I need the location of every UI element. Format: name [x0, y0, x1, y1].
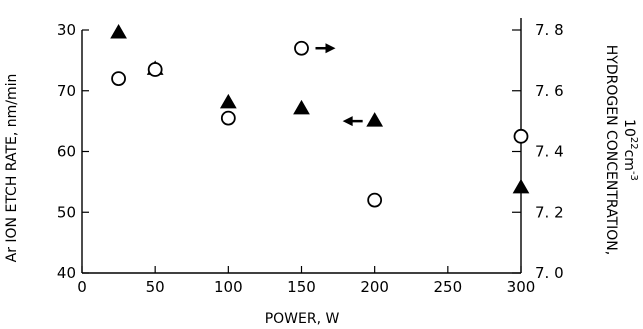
open-circle-point: [147, 62, 163, 77]
x-tick-label: 200: [360, 278, 389, 296]
left-y-ticks: 40 50 60 70 30: [57, 21, 89, 282]
y2-unit-base: 10: [621, 119, 637, 137]
x-tick-label: 300: [507, 278, 536, 296]
x-tick-label: 250: [434, 278, 463, 296]
y-tick-label: 40: [57, 264, 76, 282]
y2-unit-exponent: 22: [628, 137, 639, 150]
y2-tick-label: 7. 6: [535, 82, 564, 100]
right-y-axis-title: HYDROGEN CONCENTRATION, 1022cm-3: [603, 45, 639, 255]
open-circle-point: [220, 110, 236, 126]
right-arrow-head: [325, 43, 336, 54]
x-ticks: 0 50 100 150 200 250 300: [77, 266, 535, 296]
filled-triangle-point: [219, 93, 237, 109]
data-markers: [110, 23, 530, 208]
open-circle-point: [294, 40, 309, 56]
filled-triangle-point: [366, 112, 384, 127]
y2-tick-label: 7. 2: [535, 203, 564, 221]
y2-tick-label: 7. 8: [535, 21, 564, 39]
x-tick-label: 50: [146, 278, 165, 296]
x-tick-label: 150: [287, 278, 316, 296]
annotation-arrows: [315, 43, 363, 127]
open-circle-point: [111, 71, 126, 86]
open-circle-point: [367, 192, 383, 208]
y2-tick-label: 7. 0: [535, 264, 564, 282]
filled-triangle-point: [293, 99, 310, 115]
x-tick-label: 0: [77, 278, 87, 296]
y-tick-label: 30: [57, 21, 76, 39]
x-axis-title: POWER, W: [265, 311, 340, 327]
y-tick-label: 60: [57, 143, 76, 161]
right-y-axis-title-line1: HYDROGEN CONCENTRATION,: [603, 45, 619, 255]
x-tick-label: 100: [214, 278, 243, 296]
axes: [81, 18, 522, 274]
left-arrow-head: [342, 116, 353, 127]
y2-unit: cm: [621, 150, 637, 171]
y2-tick-label: 7. 4: [535, 143, 564, 161]
y2-unit-unit-exponent: -3: [628, 171, 639, 181]
left-y-axis-title: Ar ION ETCH RATE, nm/min: [4, 74, 20, 263]
right-y-ticks: 7. 0 7. 2 7. 4 7. 6 7. 8: [512, 21, 564, 282]
y-tick-label: 70: [57, 82, 76, 100]
y-tick-label: 50: [57, 203, 76, 221]
filled-triangle-point: [512, 178, 530, 194]
filled-triangle-point: [110, 23, 127, 39]
right-y-axis-title-line2: 1022cm-3: [621, 119, 639, 181]
open-circle-point: [513, 128, 529, 144]
